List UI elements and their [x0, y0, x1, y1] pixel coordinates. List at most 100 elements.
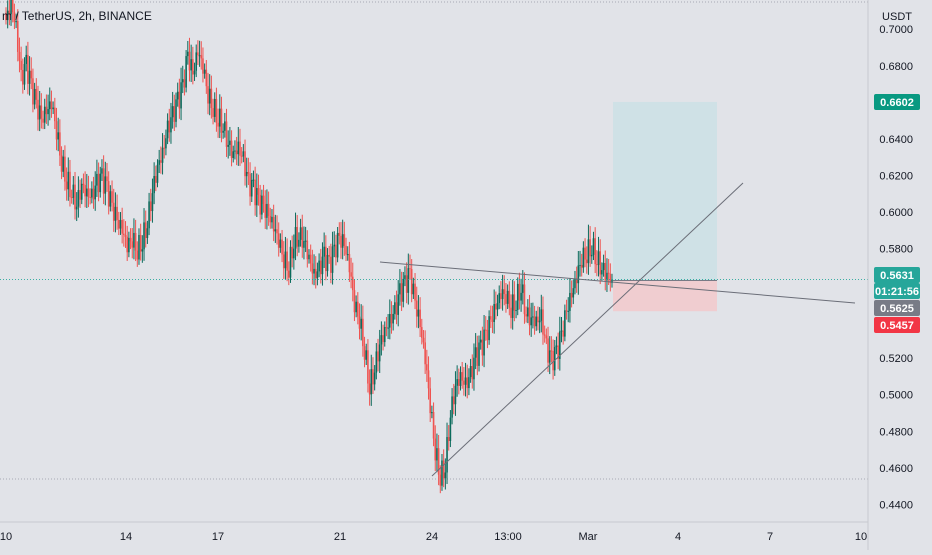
candle — [458, 368, 460, 395]
candle — [464, 362, 467, 397]
candle — [281, 229, 283, 263]
symbol-title[interactable]: m / TetherUS, 2h, BINANCE — [2, 9, 152, 23]
candle — [360, 304, 362, 341]
svg-text:0.5625: 0.5625 — [880, 303, 914, 315]
candle — [153, 162, 155, 205]
candle — [282, 241, 285, 279]
y-tick-label: 0.6800 — [879, 61, 913, 73]
candle — [545, 328, 548, 345]
svg-text:0.5457: 0.5457 — [880, 320, 914, 332]
candle — [82, 173, 85, 194]
price-axis[interactable]: USDT 0.44000.46000.48000.50000.52000.540… — [867, 0, 920, 550]
candle — [208, 74, 211, 116]
candle — [94, 171, 97, 211]
candle — [400, 271, 403, 311]
candle — [47, 94, 49, 126]
candle — [567, 297, 570, 323]
candle — [144, 210, 147, 248]
candle — [303, 226, 305, 260]
candle — [139, 223, 142, 261]
candle — [276, 215, 278, 245]
candle — [601, 262, 603, 281]
candle — [134, 219, 137, 262]
candle — [109, 185, 112, 212]
candle — [87, 175, 90, 208]
candle — [459, 366, 462, 391]
candle — [111, 180, 113, 212]
time-axis[interactable]: 10 14 17 21 24 13:00 Mar 4 7 10 — [0, 521, 868, 543]
candle — [131, 228, 134, 259]
candle — [289, 240, 292, 283]
candle — [55, 107, 58, 151]
candle — [52, 101, 54, 115]
candle — [217, 108, 219, 138]
candle — [432, 402, 435, 447]
candle — [92, 176, 95, 209]
candle — [163, 134, 166, 159]
candle — [426, 349, 428, 382]
candle — [503, 275, 506, 306]
candle — [557, 332, 559, 370]
candle — [484, 316, 487, 341]
y-tick-label: 0.6400 — [879, 134, 913, 146]
candle — [585, 246, 588, 274]
svg-text:01:21:56: 01:21:56 — [875, 286, 919, 298]
candle — [338, 222, 341, 245]
candle — [210, 75, 213, 119]
candle — [97, 162, 100, 202]
candle — [564, 304, 566, 342]
candle — [67, 157, 70, 201]
candle — [427, 356, 430, 400]
stop-loss-zone[interactable] — [613, 280, 717, 312]
candle — [185, 50, 187, 93]
candle — [166, 113, 169, 145]
candle — [481, 326, 484, 366]
target-price-badge: 0.6602 — [874, 93, 920, 110]
candle — [250, 173, 253, 202]
candle — [548, 336, 551, 375]
x-tick-label: 10 — [855, 531, 867, 543]
candle — [330, 243, 332, 284]
candle — [220, 96, 223, 143]
candle — [540, 294, 543, 333]
candle — [389, 299, 391, 340]
candle — [560, 317, 563, 343]
candle — [197, 40, 199, 66]
candle — [16, 9, 19, 62]
candle — [510, 294, 512, 329]
candle — [202, 47, 204, 83]
x-tick-label: 14 — [120, 531, 132, 543]
candle — [123, 219, 125, 247]
candle — [176, 82, 179, 107]
candle — [521, 270, 524, 305]
candle — [306, 230, 309, 268]
ascending-trend-line[interactable] — [431, 182, 744, 477]
candle — [10, 0, 12, 26]
descending-trend-line[interactable] — [379, 261, 856, 304]
candle — [434, 425, 437, 472]
x-tick-label: 21 — [334, 531, 346, 543]
candle — [424, 330, 426, 374]
take-profit-zone[interactable] — [613, 101, 717, 281]
x-tick-label: 17 — [212, 531, 224, 543]
candle — [299, 218, 302, 247]
candle — [569, 278, 571, 323]
candle — [74, 171, 76, 220]
candle — [13, 3, 16, 30]
candle — [274, 214, 277, 243]
bar-countdown-badge: 01:21:56 — [874, 283, 920, 299]
candle — [104, 161, 107, 206]
candle — [181, 65, 184, 94]
candle — [518, 272, 521, 310]
candle — [106, 162, 108, 192]
candle — [325, 235, 327, 281]
candle — [321, 242, 324, 286]
candle — [264, 190, 267, 229]
candle — [170, 102, 172, 144]
candle — [328, 245, 330, 264]
candle — [439, 465, 442, 494]
candle — [362, 305, 364, 357]
candle — [148, 192, 150, 236]
